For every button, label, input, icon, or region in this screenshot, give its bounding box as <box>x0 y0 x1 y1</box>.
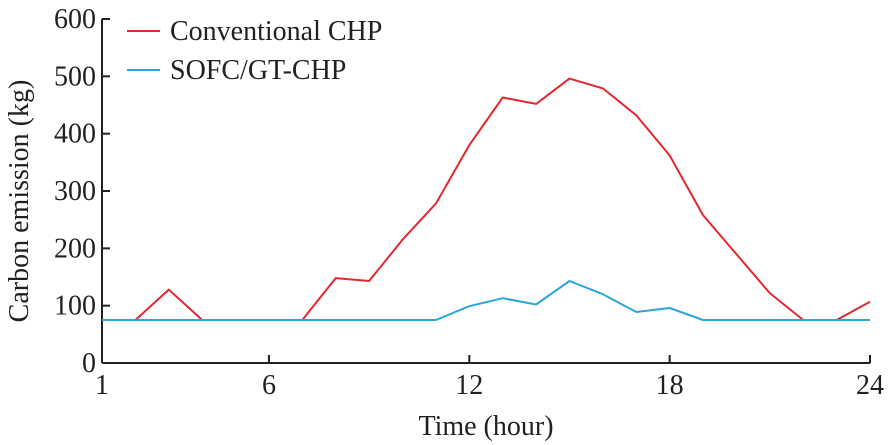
y-tick-label: 500 <box>54 61 96 92</box>
y-tick-label: 300 <box>54 176 96 207</box>
y-tick-label: 400 <box>54 119 96 150</box>
legend-label-1: SOFC/GT-CHP <box>170 55 346 86</box>
legend: Conventional CHP SOFC/GT-CHP <box>127 16 382 86</box>
y-tick-label: 600 <box>54 4 96 35</box>
legend-label-0: Conventional CHP <box>170 16 382 47</box>
axes: 0 100 200 300 400 500 600 1 6 12 18 24 <box>54 4 884 401</box>
y-tick-label: 0 <box>82 348 96 379</box>
series-line-1 <box>102 280 870 321</box>
x-tick-label: 12 <box>455 370 483 401</box>
x-axis-label: Time (hour) <box>418 411 553 442</box>
series-layer <box>102 77 871 321</box>
series-line-0 <box>102 77 871 321</box>
x-tick-label: 24 <box>856 370 884 401</box>
y-tick-label: 200 <box>54 233 96 264</box>
x-tick-label: 18 <box>656 370 684 401</box>
y-axis-label: Carbon emission (kg) <box>4 80 35 323</box>
x-tick-label: 6 <box>262 370 276 401</box>
x-tick-label: 1 <box>95 370 109 401</box>
y-tick-label: 100 <box>54 291 96 322</box>
